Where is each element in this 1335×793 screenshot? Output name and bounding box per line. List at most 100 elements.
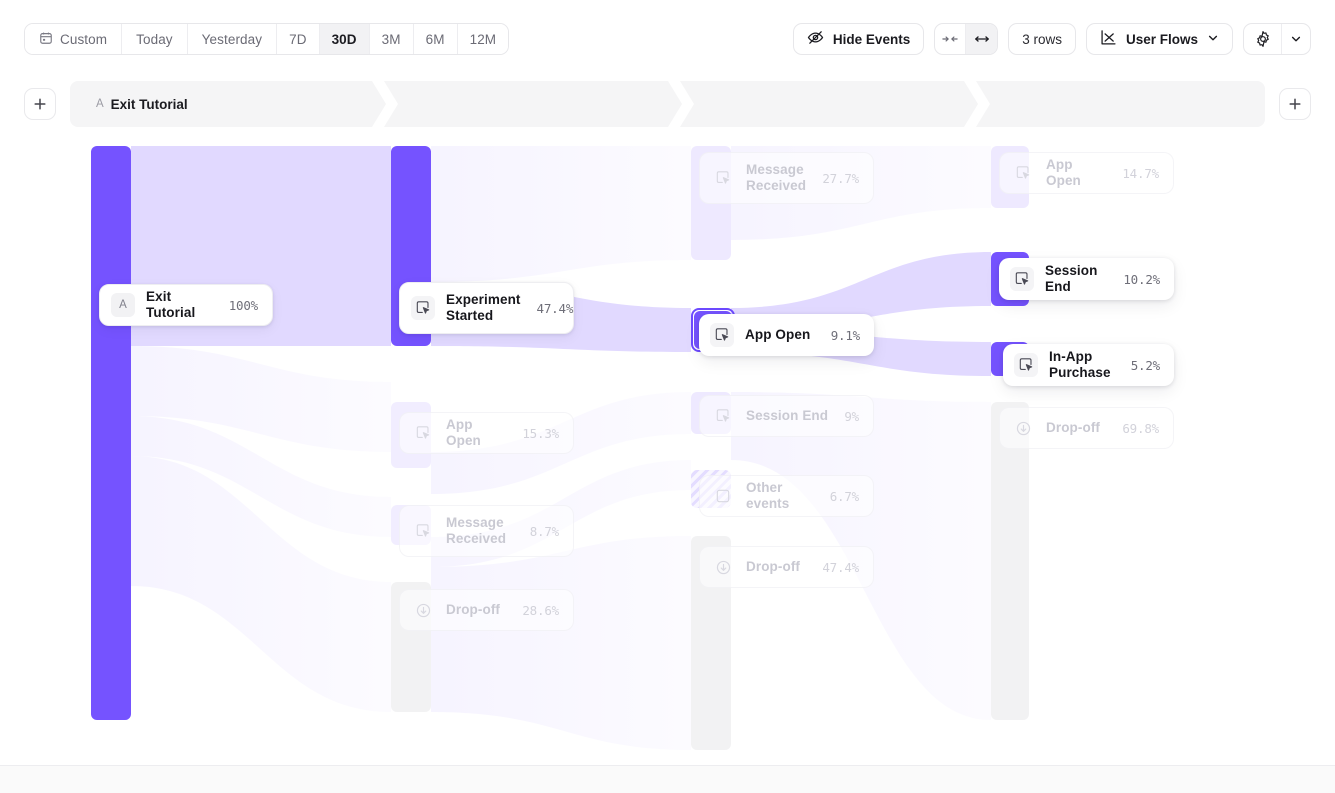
node-value: 27.7%	[822, 170, 859, 186]
node-value: 8.7%	[529, 523, 560, 539]
collapse-horizontal-icon[interactable]	[935, 24, 967, 54]
step-column-3[interactable]	[990, 81, 1257, 127]
date-range-6m[interactable]: 6M	[413, 24, 458, 54]
step-column-0[interactable]: A Exit Tutorial	[70, 81, 372, 127]
node-label: Drop-off	[746, 559, 801, 574]
node-label: App Open	[1046, 157, 1081, 188]
cursor-click-icon	[711, 404, 735, 428]
node-card-in-app-purchase-c3[interactable]: In-App Purchase 5.2%	[1003, 344, 1174, 386]
layout-width-toggle[interactable]	[934, 23, 999, 55]
date-range-segmented-control[interactable]: Custom Today Yesterday 7D 30D 3M 6M 12M	[24, 23, 510, 55]
chevron-down-icon	[1207, 32, 1219, 47]
node-value: 9%	[844, 408, 859, 424]
link-n6-n11	[731, 252, 991, 330]
cursor-click-icon	[1014, 353, 1038, 377]
node-label: Message Received	[446, 515, 507, 546]
node-card-dropoff-c2[interactable]: Drop-off 47.4%	[699, 546, 874, 588]
node-card-other-events-c2[interactable]: Other events 6.7%	[699, 475, 874, 517]
cursor-click-icon	[411, 519, 435, 543]
node-value: 6.7%	[829, 488, 860, 504]
rows-selector-label: 3 rows	[1022, 31, 1062, 47]
node-card-experiment-started[interactable]: Experiment Started 47.4%	[399, 282, 574, 334]
node-bar-exit-tutorial[interactable]	[91, 146, 131, 720]
cursor-click-icon	[1010, 267, 1034, 291]
node-card-app-open-c2[interactable]: App Open 9.1%	[699, 314, 874, 356]
node-card-message-received-c2[interactable]: Message Received 27.7%	[699, 152, 874, 204]
rows-selector-button[interactable]: 3 rows	[1008, 23, 1076, 55]
date-range-3m-label: 3M	[381, 31, 401, 47]
node-label: Drop-off	[1046, 420, 1101, 435]
node-value: 5.2%	[1130, 357, 1161, 373]
link-n0-n3	[131, 416, 391, 537]
date-range-12m-label: 12M	[469, 31, 497, 47]
add-step-left-button[interactable]	[24, 88, 56, 120]
step-strip: A Exit Tutorial	[70, 81, 1265, 127]
footer-divider	[0, 765, 1335, 766]
date-range-yesterday[interactable]: Yesterday	[187, 24, 278, 54]
node-label: App Open	[446, 417, 481, 448]
expand-horizontal-icon[interactable]	[966, 24, 998, 54]
step-column-2[interactable]	[694, 81, 964, 127]
date-range-7d-label: 7D	[289, 31, 307, 47]
node-bar-dropoff-c3[interactable]	[991, 402, 1029, 720]
node-label: Drop-off	[446, 602, 501, 617]
drop-off-icon	[411, 598, 435, 622]
node-card-dropoff-c3[interactable]: Drop-off 69.8%	[999, 407, 1174, 449]
date-range-6m-label: 6M	[425, 31, 445, 47]
date-range-yesterday-label: Yesterday	[201, 31, 263, 47]
node-value: 14.7%	[1122, 165, 1159, 181]
hide-events-label: Hide Events	[832, 31, 911, 47]
settings-chevron-down-icon[interactable]	[1281, 24, 1310, 54]
node-label: Experiment Started	[446, 292, 521, 323]
node-card-app-open-c3[interactable]: App Open 14.7%	[999, 152, 1174, 194]
cursor-click-icon	[710, 323, 734, 347]
step-chevron-2	[964, 81, 990, 127]
node-label: Session End	[746, 408, 829, 423]
node-card-session-end-c3[interactable]: Session End 10.2%	[999, 258, 1174, 300]
node-value: 15.3%	[522, 425, 559, 441]
date-range-3m[interactable]: 3M	[369, 24, 414, 54]
flow-chart-icon	[1100, 29, 1117, 49]
add-step-right-button[interactable]	[1279, 88, 1311, 120]
view-type-selector[interactable]: User Flows	[1085, 23, 1233, 55]
step-badge-0: A	[96, 98, 104, 110]
hide-events-button[interactable]: Hide Events	[792, 23, 925, 55]
date-range-7d[interactable]: 7D	[277, 24, 320, 54]
date-range-30d[interactable]: 30D	[319, 24, 370, 54]
cursor-click-icon	[411, 421, 435, 445]
date-range-today[interactable]: Today	[122, 24, 188, 54]
node-label: App Open	[745, 327, 811, 342]
calendar-icon	[39, 31, 53, 48]
node-card-app-open-c1[interactable]: App Open 15.3%	[399, 412, 574, 454]
node-card-dropoff-c1[interactable]: Drop-off 28.6%	[399, 589, 574, 631]
node-label: In-App Purchase	[1049, 349, 1111, 380]
node-label: Other events	[746, 480, 790, 511]
node-value: 10.2%	[1123, 271, 1160, 287]
gear-icon[interactable]	[1244, 24, 1281, 54]
node-label: Message Received	[746, 162, 807, 193]
cursor-click-icon	[411, 296, 435, 320]
step-column-1[interactable]	[398, 81, 668, 127]
letter-a-badge: A	[111, 293, 135, 317]
node-label: Session End	[1045, 263, 1098, 294]
link-n0-n2	[131, 346, 391, 452]
node-value: 47.4%	[536, 300, 574, 316]
toolbar: Custom Today Yesterday 7D 30D 3M 6M 12M	[0, 0, 1335, 78]
sankey-canvas: A Exit Tutorial 100% Experiment Started …	[0, 130, 1335, 760]
node-value: 9.1%	[830, 327, 861, 343]
toolbar-actions: Hide Events 3 rows	[792, 23, 1311, 55]
node-card-session-end-c2[interactable]: Session End 9%	[699, 395, 874, 437]
node-card-exit-tutorial[interactable]: A Exit Tutorial 100%	[99, 284, 273, 326]
date-range-custom[interactable]: Custom	[25, 24, 123, 54]
drop-off-icon	[1011, 416, 1035, 440]
link-n1-n5	[431, 146, 691, 282]
link-col2-n9	[431, 536, 691, 750]
settings-split-button[interactable]	[1243, 23, 1311, 55]
date-range-12m[interactable]: 12M	[457, 24, 509, 54]
node-value: 100%	[228, 297, 259, 313]
step-chevron-0	[372, 81, 398, 127]
node-card-message-received-c1[interactable]: Message Received 8.7%	[399, 505, 574, 557]
node-value: 69.8%	[1122, 420, 1159, 436]
date-range-30d-label: 30D	[331, 31, 357, 47]
